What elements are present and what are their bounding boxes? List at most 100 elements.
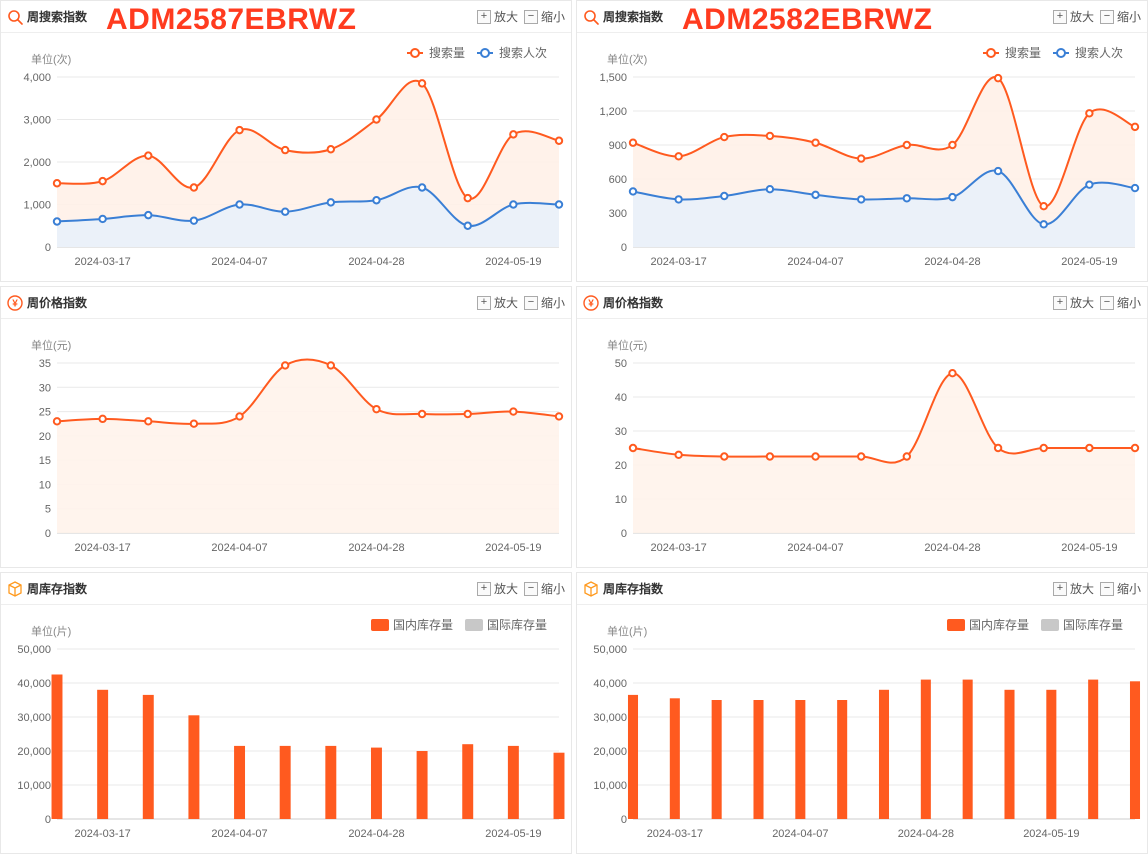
svg-text:2024-03-17: 2024-03-17 bbox=[74, 828, 130, 840]
zoom-in-button[interactable]: +放大 bbox=[477, 294, 518, 311]
legend: 国际库存量 国内库存量 bbox=[947, 617, 1123, 632]
zoom-in-button[interactable]: +放大 bbox=[477, 8, 518, 25]
svg-text:2024-03-17: 2024-03-17 bbox=[74, 256, 130, 268]
svg-text:2024-05-19: 2024-05-19 bbox=[1061, 256, 1117, 268]
zoom-out-button[interactable]: −缩小 bbox=[524, 580, 565, 597]
chart: 010,00020,00030,00040,00050,000单位(片)2024… bbox=[577, 605, 1147, 853]
zoom-out-label: 缩小 bbox=[541, 8, 565, 25]
svg-text:1,000: 1,000 bbox=[23, 200, 51, 212]
chart-svg: 010,00020,00030,00040,00050,000单位(片)2024… bbox=[1, 605, 569, 853]
zoom-out-button[interactable]: −缩小 bbox=[524, 294, 565, 311]
zoom-out-button[interactable]: −缩小 bbox=[1100, 294, 1141, 311]
svg-text:2024-04-07: 2024-04-07 bbox=[211, 828, 267, 840]
zoom-out-label: 缩小 bbox=[541, 580, 565, 597]
box-icon bbox=[7, 581, 23, 597]
svg-text:1,500: 1,500 bbox=[599, 72, 627, 84]
zoom-out-button[interactable]: −缩小 bbox=[524, 8, 565, 25]
svg-text:2024-04-28: 2024-04-28 bbox=[348, 542, 404, 554]
svg-text:2024-03-17: 2024-03-17 bbox=[650, 256, 706, 268]
chart-svg: 010,00020,00030,00040,00050,000单位(片)2024… bbox=[577, 605, 1145, 853]
svg-text:2024-05-19: 2024-05-19 bbox=[485, 828, 541, 840]
zoom-in-label: 放大 bbox=[1070, 294, 1094, 311]
svg-text:40,000: 40,000 bbox=[593, 678, 627, 690]
unit-label: 单位(片) bbox=[607, 624, 647, 638]
svg-text:2024-04-07: 2024-04-07 bbox=[211, 256, 267, 268]
svg-text:40: 40 bbox=[615, 392, 627, 404]
minus-icon: − bbox=[1100, 296, 1114, 310]
zoom-in-button[interactable]: +放大 bbox=[1053, 580, 1094, 597]
yen-icon: ¥ bbox=[583, 295, 599, 311]
svg-text:搜索人次: 搜索人次 bbox=[499, 45, 547, 60]
search-icon bbox=[7, 9, 23, 25]
unit-label: 单位(元) bbox=[31, 338, 71, 352]
panel-search: 周搜索指数+放大−缩小ADM2587EBRWZ01,0002,0003,0004… bbox=[0, 0, 572, 282]
svg-text:4,000: 4,000 bbox=[23, 72, 51, 84]
svg-text:10: 10 bbox=[39, 479, 51, 491]
svg-text:0: 0 bbox=[621, 528, 627, 540]
svg-text:¥: ¥ bbox=[588, 298, 594, 309]
svg-text:1,200: 1,200 bbox=[599, 106, 627, 118]
svg-text:搜索量: 搜索量 bbox=[1005, 45, 1041, 60]
svg-text:国内库存量: 国内库存量 bbox=[393, 617, 453, 632]
svg-text:0: 0 bbox=[621, 814, 627, 826]
zoom-in-label: 放大 bbox=[494, 580, 518, 597]
zoom-in-label: 放大 bbox=[494, 294, 518, 311]
zoom-in-button[interactable]: +放大 bbox=[1053, 294, 1094, 311]
svg-text:2024-05-19: 2024-05-19 bbox=[485, 542, 541, 554]
zoom-out-button[interactable]: −缩小 bbox=[1100, 8, 1141, 25]
panel-title: 周价格指数 bbox=[27, 294, 87, 311]
svg-text:30: 30 bbox=[615, 426, 627, 438]
unit-label: 单位(次) bbox=[31, 52, 71, 66]
panel-header: 周搜索指数+放大−缩小 bbox=[1, 1, 571, 33]
chart-svg: 05101520253035单位(元)2024-03-172024-04-072… bbox=[1, 319, 569, 567]
svg-text:2024-04-07: 2024-04-07 bbox=[772, 828, 828, 840]
plus-icon: + bbox=[1053, 296, 1067, 310]
svg-text:3,000: 3,000 bbox=[23, 115, 51, 127]
minus-icon: − bbox=[1100, 582, 1114, 596]
svg-text:2024-05-19: 2024-05-19 bbox=[1023, 828, 1079, 840]
svg-text:50,000: 50,000 bbox=[17, 644, 51, 656]
svg-text:搜索量: 搜索量 bbox=[429, 45, 465, 60]
svg-text:0: 0 bbox=[45, 814, 51, 826]
svg-text:10,000: 10,000 bbox=[593, 780, 627, 792]
svg-text:2,000: 2,000 bbox=[23, 157, 51, 169]
search-icon bbox=[583, 9, 599, 25]
svg-text:2024-05-19: 2024-05-19 bbox=[485, 256, 541, 268]
plus-icon: + bbox=[477, 582, 491, 596]
zoom-in-button[interactable]: +放大 bbox=[1053, 8, 1094, 25]
svg-text:搜索人次: 搜索人次 bbox=[1075, 45, 1123, 60]
svg-text:国际库存量: 国际库存量 bbox=[1063, 617, 1123, 632]
chart-svg: 0 1,000 2,000 3,000 4,000 单位(次) 2024-03-17 2024… bbox=[1, 33, 569, 281]
chart: 0 1,000 2,000 3,000 4,000 单位(次) 2024-03-17 2024… bbox=[1, 33, 571, 281]
chart-svg: 03006009001,2001,500单位(次)2024-03-172024-… bbox=[577, 33, 1145, 281]
svg-text:20,000: 20,000 bbox=[17, 746, 51, 758]
zoom-in-button[interactable]: +放大 bbox=[477, 580, 518, 597]
svg-text:30,000: 30,000 bbox=[17, 712, 51, 724]
zoom-out-button[interactable]: −缩小 bbox=[1100, 580, 1141, 597]
svg-text:20: 20 bbox=[615, 460, 627, 472]
svg-text:50: 50 bbox=[615, 358, 627, 370]
panel-price: ¥周价格指数+放大−缩小01020304050单位(元)2024-03-1720… bbox=[576, 286, 1148, 568]
svg-text:20,000: 20,000 bbox=[593, 746, 627, 758]
panel-search: 周搜索指数+放大−缩小ADM2582EBRWZ03006009001,2001,… bbox=[576, 0, 1148, 282]
minus-icon: − bbox=[1100, 10, 1114, 24]
svg-text:30: 30 bbox=[39, 382, 51, 394]
svg-text:900: 900 bbox=[609, 140, 627, 152]
panel-header: 周库存指数 +放大 −缩小 bbox=[577, 573, 1147, 605]
panel-title: 周库存指数 bbox=[603, 580, 663, 597]
svg-text:2024-04-07: 2024-04-07 bbox=[787, 542, 843, 554]
svg-text:10: 10 bbox=[615, 494, 627, 506]
svg-text:2024-05-19: 2024-05-19 bbox=[1061, 542, 1117, 554]
svg-text:2024-04-28: 2024-04-28 bbox=[924, 256, 980, 268]
zoom-out-label: 缩小 bbox=[1117, 294, 1141, 311]
svg-text:国内库存量: 国内库存量 bbox=[969, 617, 1029, 632]
panel-stock: 周库存指数+放大−缩小010,00020,00030,00040,00050,0… bbox=[576, 572, 1148, 854]
svg-text:15: 15 bbox=[39, 455, 51, 467]
svg-text:0: 0 bbox=[45, 242, 51, 254]
svg-text:2024-04-28: 2024-04-28 bbox=[348, 256, 404, 268]
svg-text:2024-03-17: 2024-03-17 bbox=[647, 828, 703, 840]
minus-icon: − bbox=[524, 296, 538, 310]
svg-text:2024-03-17: 2024-03-17 bbox=[650, 542, 706, 554]
svg-text:2024-04-28: 2024-04-28 bbox=[898, 828, 954, 840]
zoom-out-label: 缩小 bbox=[541, 294, 565, 311]
